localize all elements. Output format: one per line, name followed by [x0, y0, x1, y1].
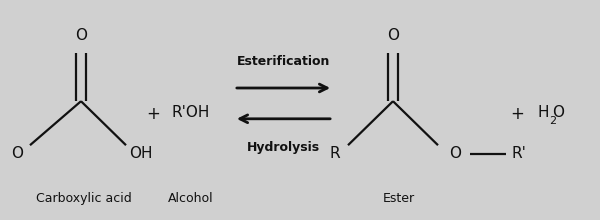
Text: +: + [146, 105, 160, 123]
Text: O: O [11, 147, 23, 161]
Text: 2: 2 [549, 116, 556, 126]
Text: Alcohol: Alcohol [168, 191, 214, 205]
Text: O: O [75, 28, 87, 43]
Text: R'OH: R'OH [172, 105, 210, 120]
Text: Hydrolysis: Hydrolysis [247, 141, 320, 154]
Text: O: O [552, 105, 564, 120]
Text: O: O [449, 147, 461, 161]
Text: Carboxylic acid: Carboxylic acid [36, 191, 132, 205]
Text: +: + [510, 105, 524, 123]
Text: R: R [329, 147, 340, 161]
Text: OH: OH [129, 147, 153, 161]
Text: Esterification: Esterification [237, 55, 330, 68]
Text: O: O [387, 28, 399, 43]
Text: R': R' [512, 147, 526, 161]
Text: H: H [537, 105, 549, 120]
Text: Ester: Ester [383, 191, 415, 205]
